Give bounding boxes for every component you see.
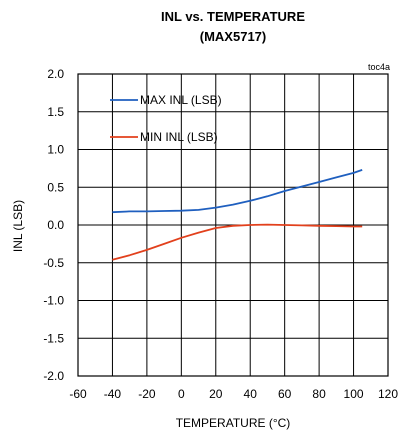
x-tick-label: 0 — [178, 387, 185, 401]
series-layer — [112, 169, 363, 261]
y-tick-label: -0.5 — [43, 256, 64, 270]
x-tick-label: -40 — [104, 387, 122, 401]
legend: MAX INL (LSB) MIN INL (LSB) — [110, 93, 222, 144]
x-tick-label: 120 — [378, 387, 398, 401]
y-tick-label: 2.0 — [47, 67, 64, 81]
legend-label: MIN INL (LSB) — [140, 130, 218, 144]
y-axis-label: INL (LSB) — [11, 200, 25, 252]
y-tick-label: 1.0 — [47, 143, 64, 157]
y-tick-labels: 2.0 1.5 1.0 0.5 0.0 -0.5 -1.0 -1.5 -2.0 — [43, 67, 64, 383]
legend-label: MAX INL (LSB) — [140, 93, 222, 107]
y-tick-label: -1.0 — [43, 294, 64, 308]
chart-tag: toc4a — [368, 62, 390, 72]
y-tick-label: -2.0 — [43, 369, 64, 383]
series-line-max-inl — [112, 169, 363, 214]
x-tick-label: 20 — [209, 387, 223, 401]
y-tick-label: 0.5 — [47, 180, 64, 194]
plot-frame — [77, 73, 389, 377]
plot-border — [77, 73, 389, 377]
series-line-min-inl — [112, 223, 363, 261]
x-tick-label: -20 — [138, 387, 156, 401]
y-tick-label: 0.0 — [47, 218, 64, 232]
x-axis-label: TEMPERATURE (°C) — [176, 416, 291, 430]
y-tick-label: 1.5 — [47, 105, 64, 119]
x-tick-label: 100 — [344, 387, 364, 401]
chart-title: INL vs. TEMPERATURE — [161, 9, 305, 24]
y-tick-label: -1.5 — [43, 331, 64, 345]
x-tick-labels: -60 -40 -20 0 20 40 60 80 100 120 — [69, 387, 398, 401]
x-tick-label: -60 — [69, 387, 87, 401]
x-tick-label: 40 — [244, 387, 258, 401]
x-tick-label: 80 — [312, 387, 326, 401]
x-tick-label: 60 — [278, 387, 292, 401]
chart-subtitle: (MAX5717) — [200, 29, 266, 44]
